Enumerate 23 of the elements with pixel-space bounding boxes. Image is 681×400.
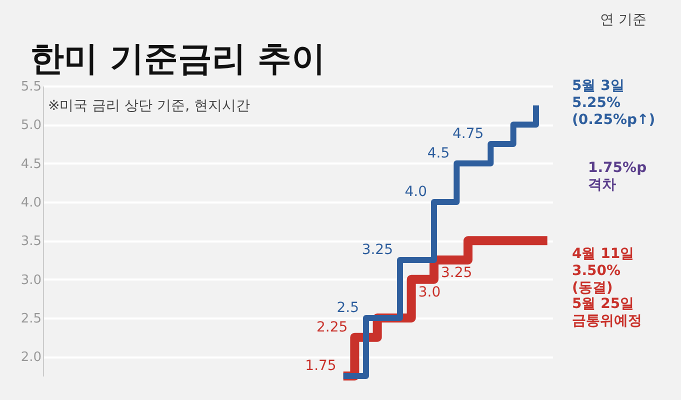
y-tick-label: 3.5 [20,234,42,250]
data-label: 3.25 [362,242,393,258]
text: 4월 11일 3.50% (동결) 5월 25일 금통위예정 [572,246,642,330]
y-tick-label: 2.0 [20,350,42,366]
text: 연 기준 [600,12,646,29]
y-tick-label: 4.5 [20,156,42,172]
data-label: 3.25 [441,265,472,281]
y-tick-label: 5.5 [20,80,42,94]
y-tick-label: 2.5 [20,312,42,326]
data-label: 4.0 [404,184,427,200]
chart-title: 한미 기준금리 추이 [30,39,326,79]
data-label: 3.0 [418,284,441,300]
data-label: 2.5 [336,300,359,316]
y-tick-label: 4.0 [20,196,42,210]
text: 5월 3일 5.25% (0.25%p↑) [572,78,656,128]
text: 1.75%p 격차 [588,160,647,194]
data-label: 4.5 [427,145,450,162]
data-label: 1.75 [305,358,336,374]
y-tick-label: 5.0 [20,118,42,134]
annotation: ※미국 금리 상단 기준, 현지시간 [48,98,250,115]
y-tick-label: 3.0 [20,272,42,288]
data-label: 4.75 [452,126,484,142]
data-label: 2.25 [316,319,348,336]
